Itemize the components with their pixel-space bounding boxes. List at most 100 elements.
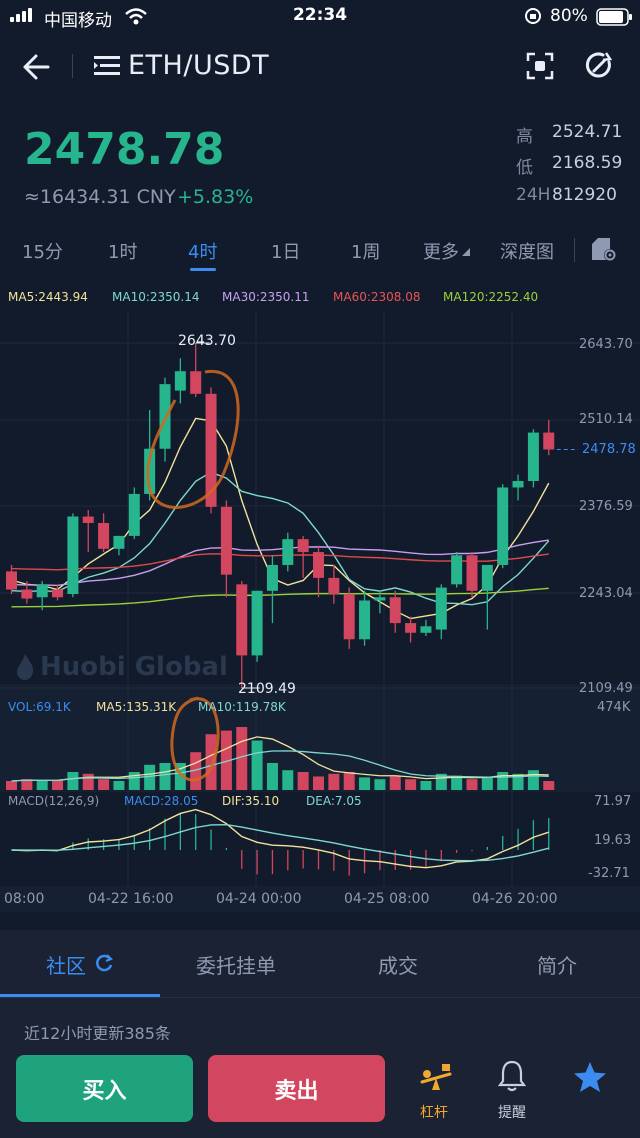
volume-bar [159,763,171,790]
kline-chart[interactable] [0,276,640,912]
x-label-3: 04-24 00:00 [216,891,302,907]
candle-body [451,555,463,585]
tab-intro[interactable]: 简介 [537,954,577,978]
battery-icon [596,8,632,26]
sell-button[interactable]: 卖出 [208,1055,385,1122]
cny-value: ≈16434.31 CNY [24,186,176,208]
low-value: 2168.59 [552,153,623,173]
tab-1week[interactable]: 1周 [351,242,381,263]
tab-1day[interactable]: 1日 [271,242,301,263]
ma30-legend: MA30:2350.11 [222,290,310,304]
current-price-label: 2478.78 [582,442,636,457]
vol-ma5-legend: MA5:135.31K [96,700,177,714]
ma10-legend: MA10:2350.14 [112,290,200,304]
watermark: Huobi Global [40,652,228,682]
volume-bar [328,773,340,790]
y-label-3: 2376.59 [579,499,633,514]
x-label-1: 08:00 [4,891,45,907]
volume-bar [36,781,48,790]
update-note: 近12小时更新385条 [24,1024,171,1043]
signal-bar-4 [28,8,32,22]
volume-bar [21,779,33,790]
tab-15min[interactable]: 15分 [22,242,63,263]
dea-line [11,823,549,862]
buy-button[interactable]: 买入 [16,1055,193,1122]
pair-title[interactable]: ETH/USDT [128,50,270,81]
fullscreen-scan-icon[interactable] [526,52,554,80]
handdrawn-circle-volume [170,696,220,782]
candle-body [497,487,509,565]
y-label-5: 2109.49 [579,681,633,696]
star-favorite-icon[interactable] [572,1060,608,1094]
candle-body [21,589,33,599]
huobi-flame-icon [17,654,34,680]
tab-more[interactable]: 更多 [423,242,459,263]
tab-open-orders[interactable]: 委托挂单 [196,954,276,978]
volume-bar [389,776,401,790]
candle-body [328,577,340,595]
candle-body [512,481,524,488]
volume-bar [374,779,386,790]
candle-body [205,393,217,507]
status-bar: 中国移动 22:34 80% [0,0,640,34]
chart-settings-icon[interactable] [590,236,618,262]
high-label: 高 [516,127,533,147]
tab-trades[interactable]: 成交 [378,954,418,978]
volume-bar [481,777,493,790]
share-refresh-icon[interactable] [584,51,614,81]
vol-ma5-line [11,736,549,782]
candle-body [374,597,386,601]
candle-body [466,555,478,591]
high-value: 2524.71 [552,122,623,142]
candle-body [36,584,48,598]
leverage-label[interactable]: 杠杆 [420,1105,448,1121]
last-price: 2478.78 [24,124,225,175]
candle-body [82,516,94,523]
tab-depth[interactable]: 深度图 [500,242,554,263]
candle-body [282,539,294,565]
volume-bar [174,763,186,790]
dif-value: DIF:35.10 [222,794,280,808]
volume-24h-label: 24H [516,185,551,205]
vol-max-label: 474K [597,700,631,715]
leverage-icon[interactable] [418,1060,454,1096]
volume-bar [420,781,432,790]
xaxis-pane-bg [0,886,640,912]
tab-4hour[interactable]: 4时 [188,242,218,263]
menu-list-icon[interactable] [94,54,120,78]
back-arrow-icon[interactable] [20,52,50,82]
y-label-1: 2643.70 [579,337,633,352]
candle-body [236,584,248,656]
candle-body [67,516,79,595]
candle-body [420,626,432,633]
change-percent: +5.83% [177,186,254,208]
nav-bar: ETH/USDT [0,34,640,100]
vol-ma10-line [11,750,549,782]
battery-percent: 80% [550,6,588,26]
volume-bar [52,780,64,790]
bell-icon[interactable] [496,1058,528,1094]
bottom-panel [0,930,640,1040]
candle-body [343,594,355,640]
volume-bars [6,727,555,790]
ma60-legend: MA60:2308.08 [333,290,421,304]
alert-label[interactable]: 提醒 [498,1105,526,1121]
candle-body [359,600,371,640]
tab-1hour[interactable]: 1时 [108,242,138,263]
volume-bar [343,772,355,790]
refresh-icon[interactable] [94,953,114,973]
ma10-line [11,471,550,606]
candle-body [144,448,156,494]
bottom-tab-indicator [0,994,160,997]
dea-value: DEA:7.05 [306,794,362,808]
volume-bar [82,773,94,790]
vol-ma10-legend: MA10:119.78K [198,700,286,714]
volume-bar [144,764,156,790]
candle-body [481,564,493,591]
candle-body [297,539,309,553]
clock: 22:34 [292,5,348,25]
candle-body [98,522,110,549]
tab-community[interactable]: 社区 [46,954,86,978]
macd-y-top: 71.97 [594,794,632,809]
volume-bar [359,777,371,790]
